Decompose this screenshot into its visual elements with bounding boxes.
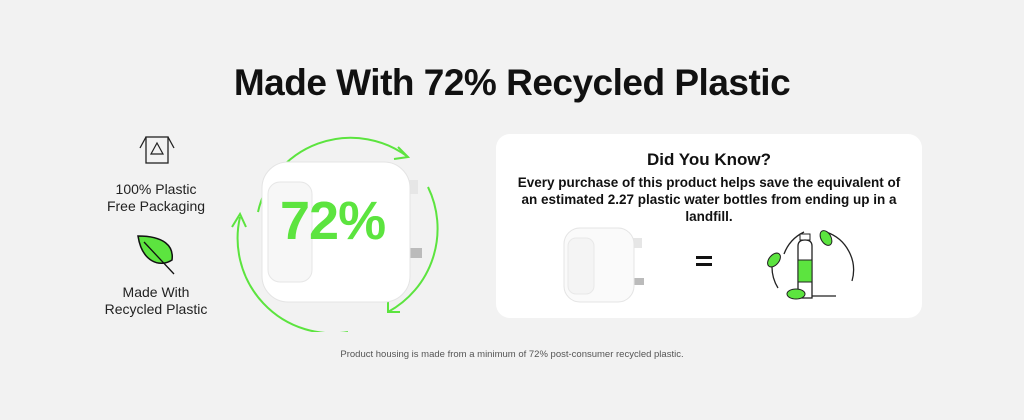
feature-line: 100% Plastic [115, 181, 197, 197]
feature-line: Recycled Plastic [104, 301, 208, 317]
recycled-percent: 72% [280, 191, 386, 251]
charger-image [563, 227, 644, 303]
recycled-bottle-icon [767, 230, 855, 300]
footnote: Product housing is made from a minimum o… [340, 349, 684, 360]
card-body: Every purchase of this product helps sav… [517, 175, 901, 224]
feature-recycled: Made With Recycled Plastic [66, 284, 246, 318]
page-title: Made With 72% Recycled Plastic [233, 62, 791, 103]
leaf-icon [137, 235, 175, 275]
did-you-know-card: Did You Know? Every purchase of this pro… [496, 134, 922, 318]
card-heading: Did You Know? [646, 150, 772, 169]
recycle-box-icon [139, 136, 175, 164]
charger-recycle-graphic [231, 136, 439, 332]
feature-line: Made With [122, 284, 190, 300]
feature-line: Free Packaging [106, 198, 206, 214]
equals-icon [696, 256, 712, 270]
feature-packaging: 100% Plastic Free Packaging [66, 181, 246, 215]
